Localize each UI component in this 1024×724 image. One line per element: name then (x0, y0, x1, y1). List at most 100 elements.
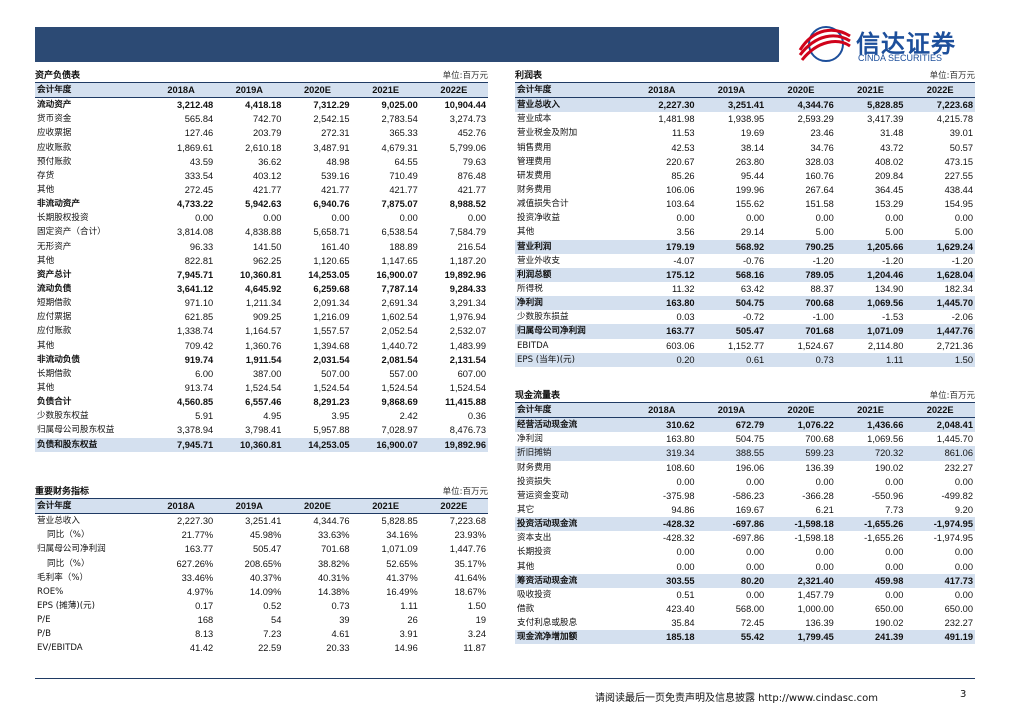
row-label: 经营活动现金流 (515, 417, 627, 433)
table-cell: 6,538.54 (381, 227, 418, 238)
row-label: 无形资产 (37, 241, 72, 252)
table-cell: 650.00 (874, 604, 904, 615)
table-cell: 1,069.56 (867, 434, 904, 445)
table-cell: 40.37% (249, 572, 282, 583)
column-header: 会计年度 (515, 403, 627, 419)
table-row: 其它 94.86 169.67 6.21 7.73 9.20 (515, 503, 975, 517)
table-cell: 106.06 (666, 185, 695, 196)
table-cell: -4.07 (673, 255, 695, 266)
row-label: 营业利润 (515, 239, 627, 254)
table-row: 少数股东损益 0.03 -0.72 -1.00 -1.53 -2.06 (515, 310, 975, 324)
table-cell: 85.26 (671, 170, 695, 181)
cashflow-unit: 单位:百万元 (929, 391, 975, 401)
table-row: 折旧摊销 319.34 388.55 599.23 720.32 861.06 (515, 446, 975, 461)
table-cell: 1,000.00 (797, 604, 834, 615)
table-row: 同比（%） 627.26% 208.65% 38.82% 52.65% 35.17% (35, 557, 488, 571)
table-cell: 0.00 (746, 213, 765, 224)
table-cell: 95.44 (740, 170, 765, 181)
balance-sheet-section: 资产负债表 单位:百万元 会计年度 2018A 2019A 2020E 2021E 202… (35, 68, 488, 452)
row-label: 资本支出 (517, 533, 552, 544)
table-cell: 0.00 (815, 476, 834, 487)
table-cell: 0.00 (954, 213, 973, 224)
row-label: 归属母公司股东权益 (37, 425, 115, 436)
table-cell: 909.25 (252, 312, 282, 323)
table-cell: 1,187.20 (449, 255, 486, 266)
table-cell: 473.15 (944, 156, 973, 167)
table-cell: -1.53 (882, 312, 904, 323)
table-cell: 40.31% (318, 572, 350, 583)
table-cell: 3,274.73 (449, 114, 486, 125)
table-cell: 1,071.09 (835, 324, 906, 339)
table-cell: 1,524.54 (313, 383, 350, 394)
table-cell: 504.75 (696, 296, 767, 311)
table-cell: 4,838.88 (245, 227, 282, 238)
table-cell: 4,733.22 (176, 199, 214, 210)
row-label: 现金流净增加额 (515, 630, 627, 645)
table-cell: 701.68 (766, 324, 836, 339)
table-cell: 7,875.07 (381, 199, 418, 210)
table-cell: 38.14 (740, 142, 765, 153)
table-cell: 263.80 (735, 156, 765, 167)
table-cell: 710.49 (389, 170, 418, 181)
row-label: 长期投资 (517, 547, 552, 558)
table-row: 负债合计 4,560.85 6,557.46 8,291.23 9,868.69 11,4… (35, 395, 488, 409)
row-label: 少数股东权益 (37, 411, 89, 422)
table-cell: 1,628.04 (905, 267, 975, 282)
ratios-section: 重要财务指标 单位:百万元 会计年度 2018A 2019A 2020E 2021E 20… (35, 484, 488, 656)
table-cell: 11.53 (672, 128, 695, 139)
table-cell: 29.14 (740, 227, 765, 238)
row-label: 应收账款 (37, 142, 72, 153)
table-row: 其他 272.45 421.77 421.77 421.77 421.77 (35, 183, 488, 197)
row-label: 筹资活动现金流 (515, 573, 627, 588)
table-cell: 241.39 (835, 630, 906, 645)
row-label: 其他 (517, 561, 535, 572)
table-cell: 7,028.97 (381, 425, 418, 436)
table-cell: 700.68 (805, 434, 834, 445)
row-label: 支付利息或股息 (517, 618, 578, 629)
table-cell: 452.76 (457, 128, 486, 139)
table-cell: 1,164.57 (245, 326, 282, 337)
table-cell: 4,344.76 (313, 516, 350, 527)
table-cell: 4,344.76 (766, 97, 836, 113)
table-cell: 4,679.31 (381, 142, 418, 153)
row-label: 非流动资产 (37, 199, 80, 210)
table-cell: 0.17 (195, 601, 214, 612)
table-cell: 163.77 (627, 324, 697, 339)
row-label: 其它 (517, 505, 535, 516)
table-cell: 14.09% (249, 586, 282, 597)
table-cell: -1,655.26 (864, 533, 904, 544)
table-cell: 8,476.73 (449, 425, 486, 436)
table-cell: -428.32 (627, 517, 697, 532)
table-cell: -1,598.18 (794, 533, 834, 544)
row-label: P/E (37, 615, 51, 626)
table-cell: 10,360.81 (240, 269, 282, 280)
row-label: 少数股东损益 (517, 312, 569, 323)
table-cell: -1.20 (882, 255, 904, 266)
table-cell: 43.72 (880, 142, 904, 153)
table-cell: 505.47 (252, 544, 282, 555)
table-cell: 1,076.22 (766, 417, 836, 433)
table-cell: 3,417.39 (867, 114, 904, 125)
table-cell: 403.12 (252, 170, 282, 181)
row-label: 长期股权投资 (37, 213, 89, 224)
table-cell: 1,069.56 (835, 296, 906, 311)
table-cell: 2,227.30 (176, 516, 214, 527)
table-row: 投资净收益 0.00 0.00 0.00 0.00 0.00 (515, 211, 975, 225)
row-label: 净利润 (517, 434, 543, 445)
table-cell: 0.00 (954, 589, 973, 600)
table-cell: 7,312.29 (313, 100, 350, 111)
table-cell: 1,152.77 (727, 340, 765, 351)
table-cell: -1,655.26 (835, 517, 906, 532)
table-cell: 876.48 (457, 170, 486, 181)
table-cell: 50.57 (949, 142, 973, 153)
table-cell: -1.20 (951, 255, 973, 266)
table-cell: 55.42 (696, 630, 767, 645)
table-cell: 0.00 (399, 213, 418, 224)
table-row: 流动负债 3,641.12 4,645.92 6,259.68 7,787.14 9,28… (35, 282, 488, 296)
row-label: 负债和股东权益 (35, 437, 147, 452)
table-cell: 0.73 (331, 601, 350, 612)
table-cell: 1,602.54 (381, 312, 418, 323)
table-cell: 1,216.09 (313, 312, 350, 323)
table-cell: 2,081.54 (381, 354, 418, 365)
table-cell: 5,828.85 (381, 516, 418, 527)
